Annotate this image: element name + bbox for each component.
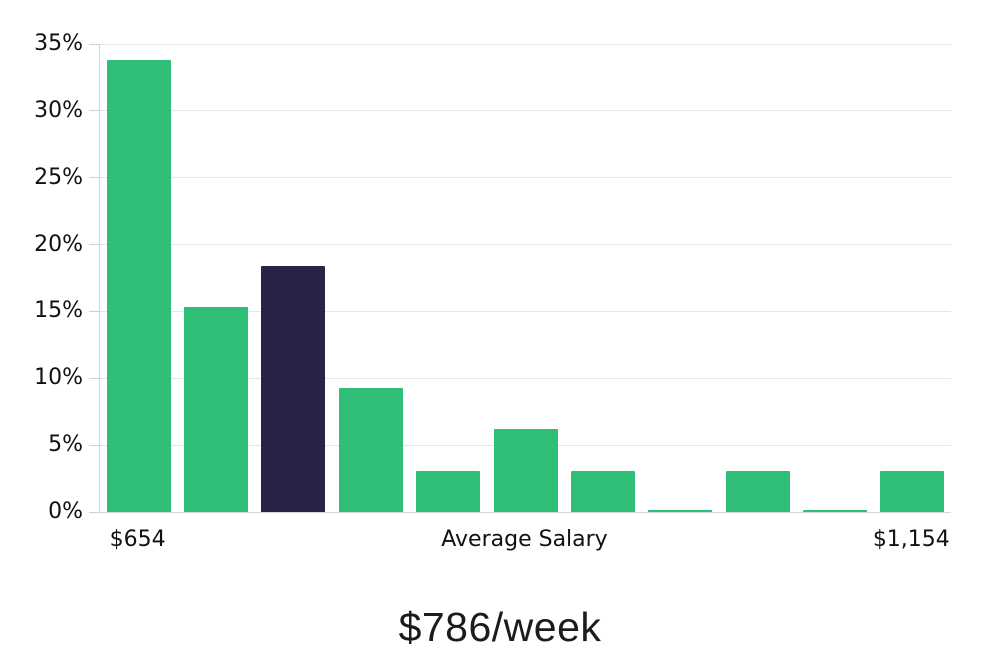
y-tick-label: 30%: [34, 97, 83, 123]
bar: [725, 470, 790, 512]
bar: [880, 470, 945, 512]
y-tick-label: 5%: [48, 432, 83, 458]
bar: [416, 470, 481, 512]
y-tick-label: 0%: [48, 499, 83, 524]
y-tick-mark: [89, 43, 99, 45]
plot-area: [99, 43, 951, 513]
gridline: [100, 244, 951, 246]
bar: [570, 470, 635, 512]
gridline: [100, 377, 951, 379]
x-tick-label: Average Salary: [441, 527, 608, 552]
y-tick-mark: [89, 377, 99, 379]
y-tick-mark: [89, 511, 99, 513]
bar: [802, 510, 867, 512]
y-tick-mark: [89, 244, 99, 246]
chart-title: $786/week: [398, 604, 602, 650]
x-tick-label: $654: [109, 527, 166, 552]
gridline: [100, 43, 951, 45]
bar: [106, 60, 171, 512]
x-tick-label: $1,154: [872, 527, 950, 552]
y-tick-label: 35%: [34, 31, 83, 56]
y-tick-label: 15%: [34, 298, 83, 324]
y-tick-mark: [89, 110, 99, 112]
bar: [648, 510, 713, 512]
bar: [184, 307, 249, 512]
bar-highlighted: [261, 265, 326, 512]
bar: [493, 429, 558, 512]
gridline: [100, 310, 951, 312]
y-tick-mark: [89, 310, 99, 312]
y-tick-mark: [89, 444, 99, 446]
gridline: [100, 110, 951, 112]
y-tick-mark: [89, 177, 99, 179]
y-tick-label: 10%: [34, 365, 83, 391]
y-tick-label: 20%: [34, 231, 83, 257]
y-tick-label: 25%: [34, 164, 83, 190]
bar: [338, 387, 403, 512]
gridline: [100, 177, 951, 179]
